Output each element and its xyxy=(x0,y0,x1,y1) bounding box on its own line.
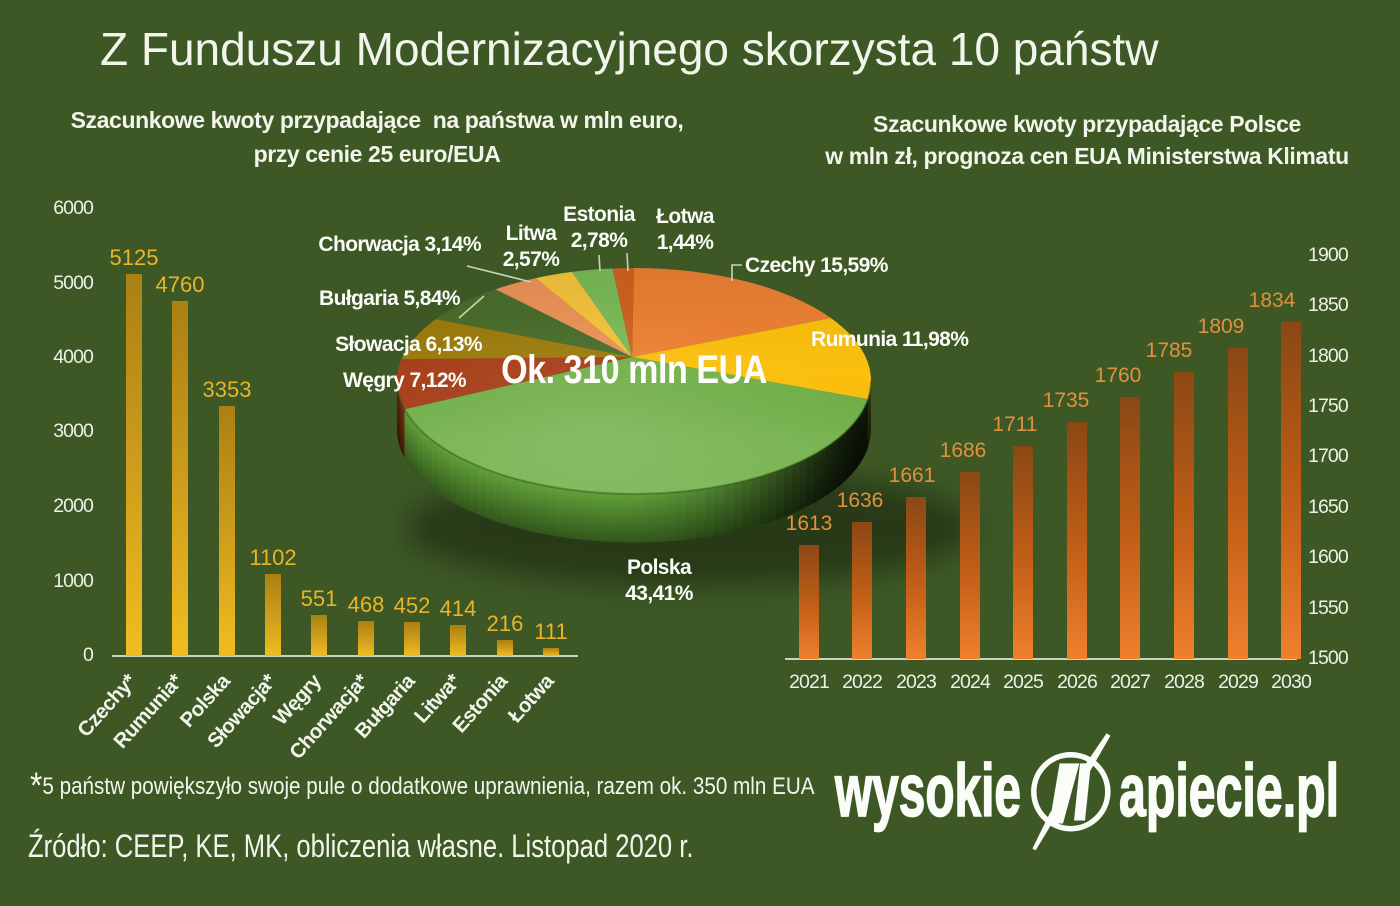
svg-text:wysokie: wysokie xyxy=(834,749,1021,832)
svg-text:apiecie.pl: apiecie.pl xyxy=(1119,749,1339,832)
